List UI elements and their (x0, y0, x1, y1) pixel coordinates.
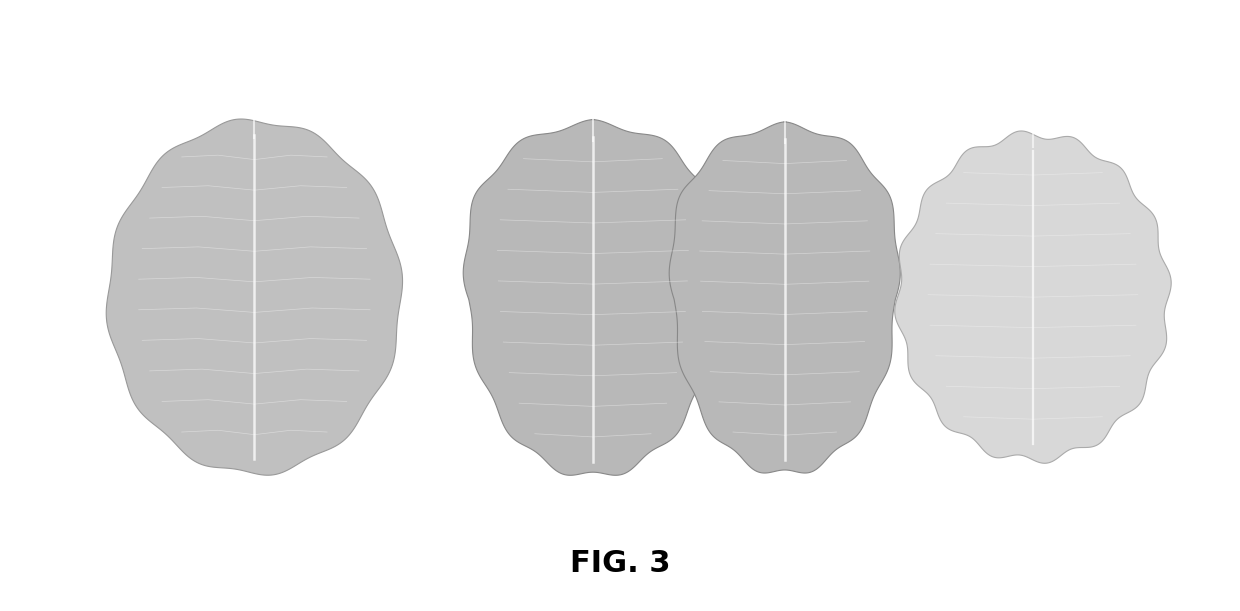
Text: Rpi-amr3i: Rpi-amr3i (520, 96, 601, 114)
Text: 35S::: 35S:: (683, 96, 727, 114)
Text: FIG. 3: FIG. 3 (569, 549, 671, 578)
Text: R2: R2 (198, 96, 222, 114)
Text: Rpi-amr3a: Rpi-amr3a (725, 96, 812, 114)
Text: 35S::: 35S:: (477, 96, 521, 114)
Polygon shape (464, 120, 723, 475)
Polygon shape (895, 131, 1172, 463)
Text: GFP: GFP (1002, 96, 1037, 114)
Polygon shape (107, 119, 403, 475)
Polygon shape (670, 122, 900, 473)
